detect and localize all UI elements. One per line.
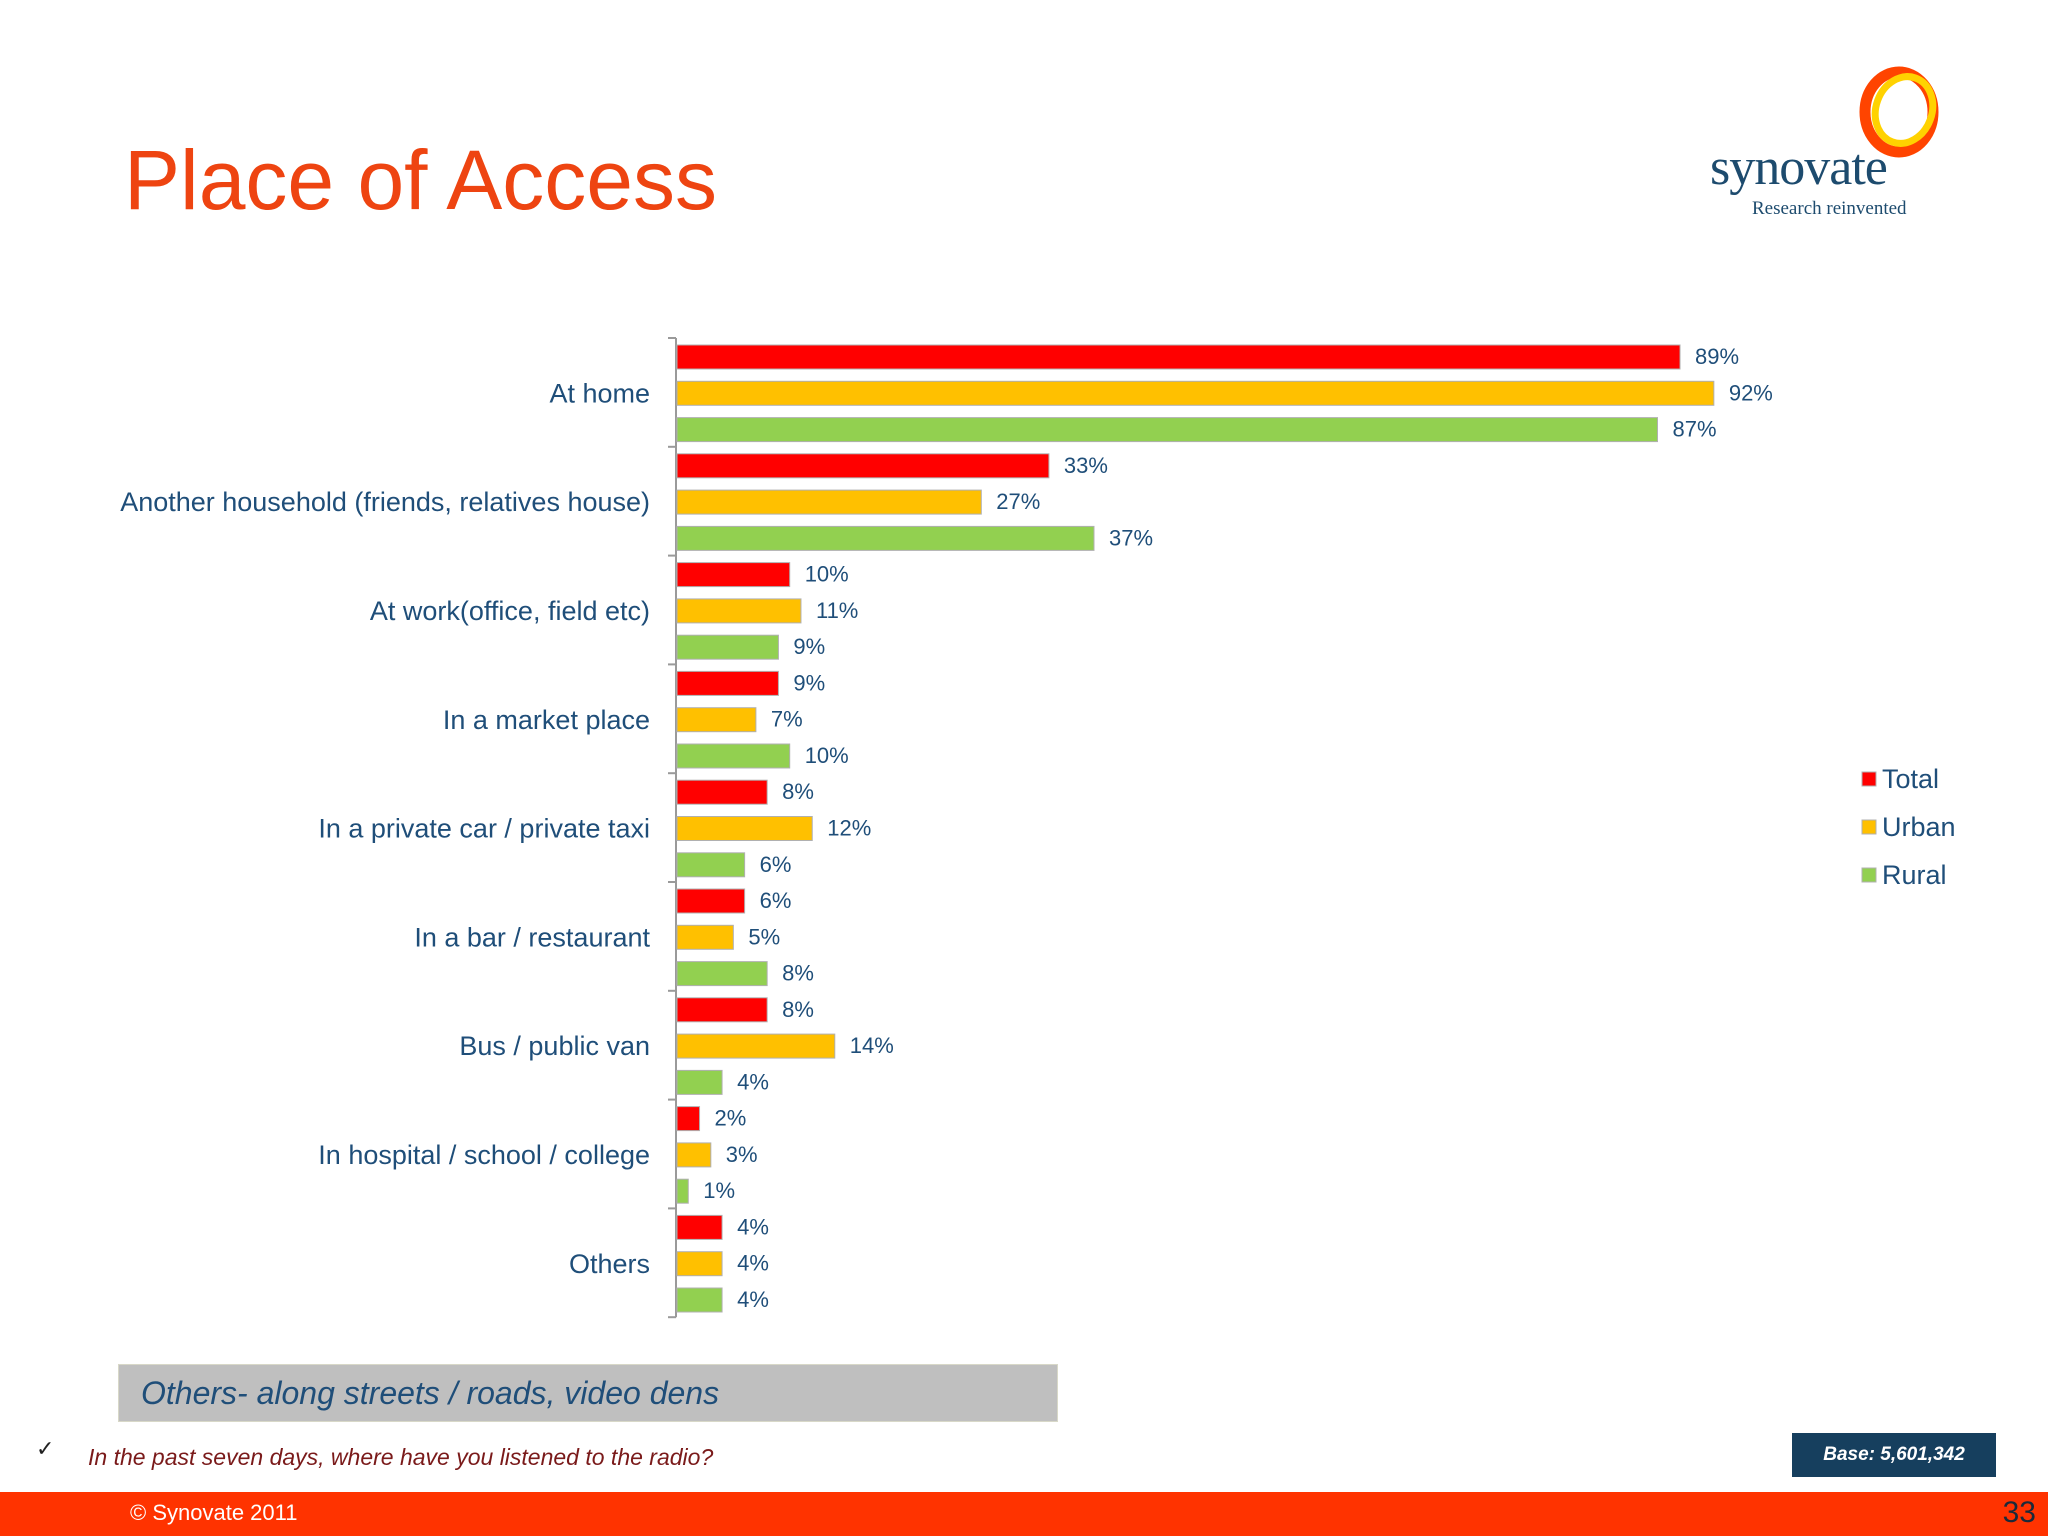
data-label: 89% [1695,344,1739,369]
category-label: In a private car / private taxi [318,814,650,844]
data-label: 4% [737,1069,769,1094]
data-label: 27% [996,489,1040,514]
bar-total [676,344,1681,370]
data-label: 6% [760,852,792,877]
bar-chart: At home 89% 92% 87% Another household (frien… [120,337,1956,1319]
data-label: 9% [793,670,825,695]
data-label: 8% [782,961,814,986]
bar-urban [676,489,982,515]
bar-total [676,888,746,914]
bar-total [676,779,768,805]
check-icon: ✓ [36,1436,55,1461]
logo-ring-icon [1859,66,1939,158]
category-label: Bus / public van [459,1031,650,1061]
bar-rural [676,743,791,769]
legend-swatch [1861,819,1877,835]
logo-tagline: Research reinvented [1752,198,1907,219]
data-label: 11% [816,598,858,623]
bar-urban [676,1251,723,1277]
bar-urban [676,1142,712,1168]
footer-bar: © Synovate 2011 33 [0,1492,2048,1536]
data-label: 6% [760,888,792,913]
legend-label: Rural [1882,860,1947,890]
bar-urban [676,707,757,733]
data-label: 1% [703,1178,735,1203]
category-label: In hospital / school / college [318,1140,650,1170]
bar-total [676,670,779,696]
category-label: Another household (friends, relatives ho… [120,487,650,517]
bar-total [676,1214,723,1240]
legend-label: Total [1882,764,1939,794]
data-label: 33% [1064,453,1108,478]
category-label: In a market place [443,705,650,735]
data-label: 4% [737,1251,769,1276]
copyright: © Synovate 2011 [130,1500,298,1525]
data-label: 2% [715,1106,747,1131]
logo-name: synovate [1710,139,1888,196]
bar-rural [676,634,779,660]
category-label: Others [569,1249,650,1279]
data-label: 92% [1729,380,1773,405]
bar-rural [676,525,1095,551]
bar-rural [676,961,768,987]
data-label: 4% [737,1214,769,1239]
bar-urban [676,816,813,841]
data-label: 14% [850,1033,894,1058]
legend-swatch [1861,771,1877,787]
bar-rural [676,852,746,878]
data-label: 3% [726,1142,758,1167]
bar-urban [676,380,1715,406]
bar-rural [676,1178,689,1204]
slide-title: Place of Access [124,133,717,227]
bar-urban [676,598,802,624]
page-number: 33 [2002,1496,2036,1529]
data-label: 8% [782,997,814,1022]
data-label: 10% [805,562,849,587]
bar-total [676,1106,701,1132]
legend-swatch [1861,867,1877,883]
category-label: At home [549,378,650,408]
data-label: 9% [793,634,825,659]
others-note: Others- along streets / roads, video den… [118,1364,1058,1422]
legend-label: Urban [1882,812,1956,842]
bar-urban [676,1033,836,1059]
data-label: 12% [827,816,871,841]
data-label: 8% [782,779,814,804]
base-badge: Base: 5,601,342 [1792,1433,1996,1477]
synovate-logo: synovate Research reinvented [1700,60,1960,230]
bar-rural [676,417,1658,443]
data-label: 7% [771,707,803,732]
data-label: 37% [1109,525,1153,550]
bar-total [676,562,791,588]
bar-total [676,997,768,1023]
data-label: 5% [748,924,780,949]
bar-rural [676,1069,723,1095]
bar-rural [676,1287,723,1313]
others-note-text: Others- along streets / roads, video den… [141,1375,720,1411]
category-label: In a bar / restaurant [414,922,650,952]
data-label: 4% [737,1287,769,1312]
data-label: 87% [1672,417,1716,442]
survey-question: In the past seven days, where have you l… [88,1444,714,1470]
category-label: At work(office, field etc) [370,596,650,626]
bar-total [676,453,1050,479]
bar-urban [676,924,734,950]
data-label: 10% [805,743,849,768]
